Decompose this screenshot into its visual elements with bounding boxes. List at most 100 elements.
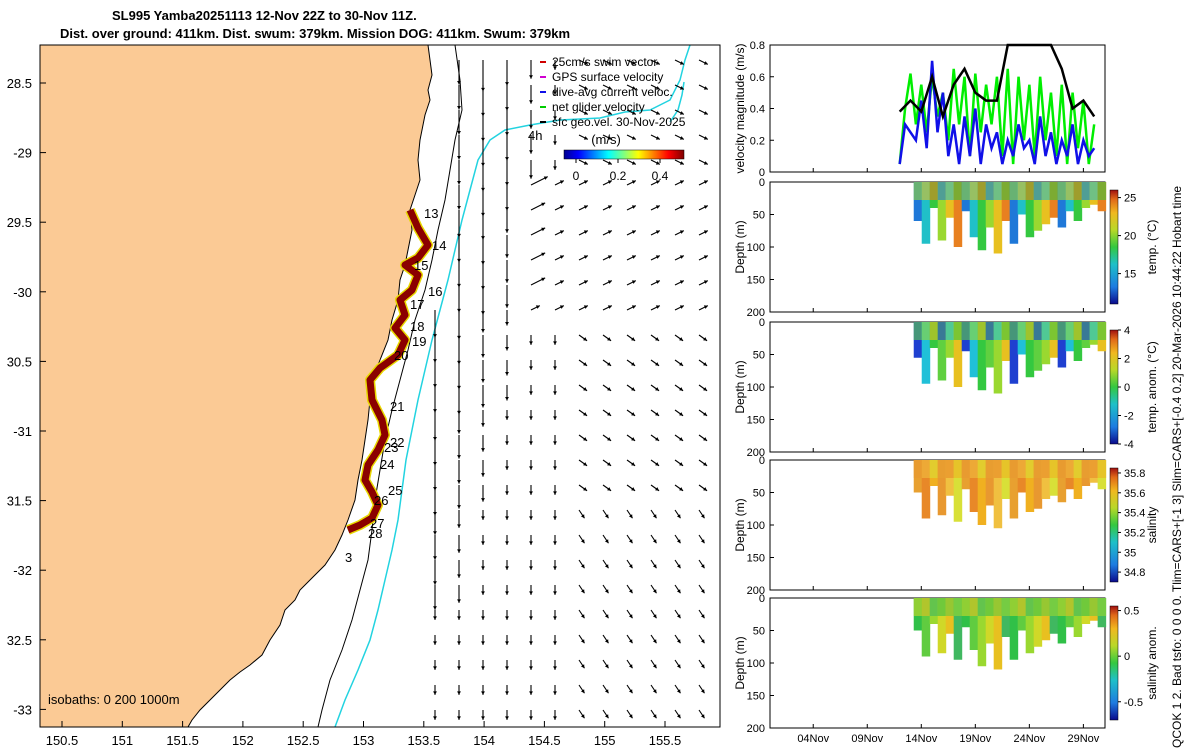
velocity-arrow (650, 559, 657, 569)
velocity-arrow (626, 334, 636, 342)
velocity-arrow (602, 659, 609, 669)
velocity-arrow (481, 660, 485, 670)
profile-dive-cell (1025, 598, 1035, 654)
profile-surface-cell (929, 322, 939, 340)
velocity-arrow (505, 585, 509, 595)
velocity-arrow (626, 180, 637, 186)
profile-surface-cell (1009, 460, 1019, 478)
colorbar-tick-label: 15 (1124, 269, 1136, 281)
colorbar-tick-label: 35 (1124, 547, 1136, 559)
velocity-arrow (578, 559, 585, 569)
velocity-arrow (626, 205, 637, 211)
velocity-arrow (457, 185, 461, 210)
profile-surface-cell (1041, 322, 1051, 340)
velocity-arrow (529, 85, 533, 104)
velocity-arrow (553, 685, 557, 695)
profile-surface-cell (1001, 598, 1011, 616)
profile-surface-cell (1057, 460, 1067, 478)
map-x-tick-label: 153.5 (408, 733, 441, 748)
velocity-arrow (698, 409, 708, 417)
isobath-200m (317, 45, 463, 727)
map-x-tick-label: 151 (111, 733, 133, 748)
velocity-arrow (626, 584, 633, 594)
velocity-arrow (698, 584, 705, 594)
colorbar-tick-label: 0 (1124, 651, 1130, 663)
map-y-tick-label: 29.5 (7, 215, 32, 230)
colorbar-tick-label: 35.4 (1124, 508, 1145, 520)
profile-surface-cell (1041, 598, 1051, 616)
profile-dive-cell (1001, 598, 1011, 637)
profile-dive-cell (985, 322, 995, 368)
profile-panel: 0 50 100 150 200 Depth (m) 35.8 35.6 35.4 35.2 35 3… (733, 455, 1159, 597)
profile-dive-cell (1001, 460, 1011, 499)
track-day-label: 24 (380, 457, 394, 472)
track-day-label: 13 (424, 206, 438, 221)
velocity-arrow (698, 634, 705, 644)
colorbar-tick-label: -0.5 (1124, 697, 1143, 709)
velocity-arrow (602, 384, 612, 392)
velocity-arrow (433, 710, 437, 720)
velocity-y-tick-label: 0.6 (750, 72, 765, 84)
profile-surface-cell (1057, 598, 1067, 616)
profile-dive-cell (1041, 322, 1051, 365)
profile-surface-cell (993, 460, 1003, 478)
profile-dive-cell (1041, 598, 1051, 641)
velocity-arrow (698, 305, 709, 311)
map-x-tick-label: 152.5 (287, 733, 320, 748)
profile-ylabel: Depth (m) (733, 360, 747, 413)
velocity-arrow (505, 460, 509, 470)
profile-surface-cell (1097, 322, 1107, 340)
velocity-arrow (626, 459, 636, 467)
velocity-arrow (578, 230, 589, 236)
velocity-arrow (529, 385, 533, 395)
profile-dive-cell (1009, 598, 1019, 660)
velocity-arrow (698, 59, 709, 65)
velocity-arrow (505, 285, 509, 308)
profile-surface-cell (1057, 182, 1067, 200)
map-y-tick-label: -33 (13, 702, 32, 717)
track-day-label: 3 (345, 550, 352, 565)
velocity-arrow (433, 635, 437, 645)
velocity-arrow (650, 280, 661, 286)
profile-dive-cell (1041, 460, 1051, 499)
profile-dive-cell (1025, 182, 1035, 238)
profile-dive-cell (1033, 322, 1043, 371)
velocity-arrow (602, 280, 613, 286)
velocity-arrow (481, 485, 485, 502)
colorbar-tick-label: 35.2 (1124, 527, 1145, 539)
profile-surface-cell (921, 182, 931, 200)
velocity-arrow (674, 134, 685, 140)
profile-surface-cell (1081, 460, 1091, 478)
velocity-arrow (553, 585, 557, 595)
map-x-tick-label: 154 (473, 733, 495, 748)
velocity-arrow (530, 305, 541, 311)
velocity-arrow (481, 560, 485, 570)
title-line-2: Dist. over ground: 411km. Dist. swum: 37… (60, 26, 571, 41)
velocity-arrow (457, 660, 461, 670)
profile-y-tick-label: 100 (747, 658, 765, 670)
velocity-arrow (602, 584, 609, 594)
velocity-arrow (602, 180, 613, 186)
colorbar-tick-label: 25 (1124, 193, 1136, 205)
colorbar-tick-label: 0 (1124, 382, 1130, 394)
velocity-arrow (650, 205, 661, 211)
profile-dive-cell (1025, 460, 1035, 512)
velocity-arrow (578, 709, 585, 719)
velocity-arrow (553, 485, 557, 495)
velocity-arrow (505, 660, 509, 670)
velocity-arrow (650, 434, 660, 442)
profile-surface-cell (953, 182, 963, 200)
profile-surface-cell (929, 460, 939, 478)
velocity-arrow (626, 559, 633, 569)
side-annotation: QCOK 1 2. Bad tsfo: 0 0 0 0. Tlim=CARS+[… (1170, 185, 1184, 748)
map-y-tick-label: -31 (13, 424, 32, 439)
profile-panel: 0 50 100 150 200 Depth (m) 4 2 0 -2 -4 temp. anom. … (733, 317, 1159, 459)
velocity-arrow (553, 610, 557, 620)
profile-y-tick-label: 200 (747, 447, 765, 459)
map-x-tick-label: 150.5 (46, 733, 79, 748)
velocity-arrow (698, 484, 708, 492)
